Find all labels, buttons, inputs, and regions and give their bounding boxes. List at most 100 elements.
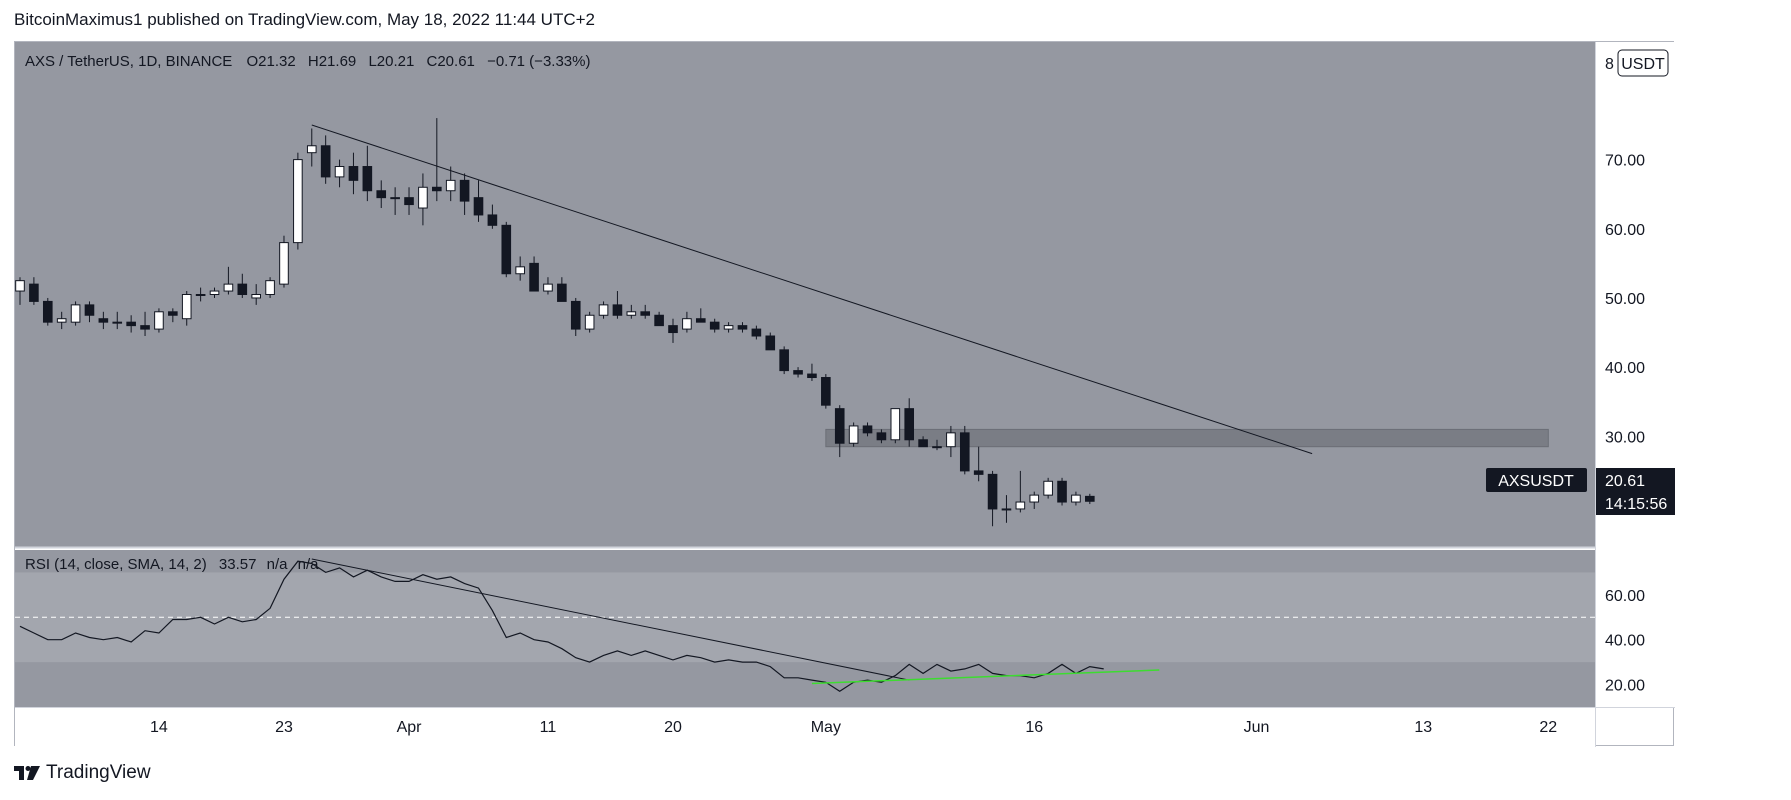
candle-body (1029, 494, 1040, 503)
price-tick-label: 30.00 (1605, 429, 1645, 446)
open-value: 21.32 (258, 53, 296, 70)
time-tick-label: 16 (1025, 719, 1043, 736)
time-tick-label: 11 (540, 719, 557, 736)
rsi-tick-label: 60.00 (1605, 588, 1645, 605)
chart-frame[interactable]: 30.00 40.00 50.00 60.00 70.00 20.00 40.00 60.0… (14, 41, 1675, 747)
rsi-axis-ticks: 20.00 40.00 60.00 (1605, 588, 1645, 695)
candle-body (668, 325, 678, 334)
candle-body (98, 318, 109, 323)
candle-body (320, 145, 331, 178)
candle-body (306, 145, 317, 154)
time-axis-bg (15, 708, 1595, 747)
candle-body (1043, 480, 1053, 496)
candle-body (737, 325, 748, 330)
candle-body (376, 190, 387, 199)
candle-body (959, 432, 970, 472)
candle-body (1071, 494, 1081, 503)
candle-body (265, 280, 275, 295)
open-label: O (246, 53, 258, 70)
candle-body (876, 432, 887, 441)
candle-body (251, 294, 262, 299)
candle-body (1085, 495, 1095, 502)
support-zone (825, 428, 1549, 448)
candle-body (487, 214, 498, 226)
candle-body (543, 283, 553, 292)
candle-body (695, 318, 706, 323)
time-tick-label: 23 (275, 719, 293, 736)
candle-body (807, 373, 817, 379)
time-tick-label: 14 (150, 719, 168, 736)
candle-body (1015, 501, 1026, 510)
candle-body (765, 335, 776, 351)
candle-body (112, 321, 123, 324)
last-price-label: AXSUSDT 20.61 14:15:56 (1486, 468, 1675, 515)
symbol-tag-text: AXSUSDT (1498, 473, 1574, 490)
candle-body (195, 294, 206, 296)
candle-body (529, 262, 539, 292)
close-label: C (427, 53, 438, 70)
candle-body (279, 242, 289, 285)
candle-body (362, 166, 373, 192)
candle-body (209, 290, 220, 295)
candle-body (640, 311, 651, 316)
price-tick-label: 50.00 (1605, 291, 1645, 308)
low-value: 20.21 (377, 53, 415, 70)
tradingview-logo-icon (14, 766, 40, 780)
candle-body (42, 300, 53, 323)
time-tick-label: 13 (1414, 719, 1432, 736)
change-value: −0.71 (−3.33%) (487, 53, 590, 70)
brand-name: TradingView (46, 762, 151, 783)
candle-body (84, 304, 95, 316)
candle-body (140, 325, 150, 330)
candle-body (432, 186, 442, 192)
candle-body (918, 439, 928, 448)
main-pane-bg (15, 42, 1675, 547)
candle-body (223, 283, 234, 292)
rsi-tick-label: 20.00 (1605, 678, 1645, 695)
candle-body (723, 325, 734, 330)
candle-body (459, 179, 470, 202)
price-tick-label: 70.00 (1605, 153, 1645, 170)
rsi-legend: RSI (14, close, SMA, 14, 2) 33.57 n/a n/… (25, 556, 319, 573)
candle-body (709, 321, 720, 330)
candle-body (973, 470, 984, 475)
candle-body (946, 432, 956, 448)
time-tick-label: May (811, 719, 841, 736)
currency-badge[interactable] (1617, 49, 1669, 77)
time-axis-ticks: 14 23 Apr 11 20 May 16 Jun 13 22 (150, 719, 1557, 736)
candle-body (598, 304, 609, 316)
high-label: H (308, 53, 319, 70)
brand: TradingView (14, 762, 151, 784)
rsi-na-1: n/a (267, 556, 289, 573)
price-tag-value: 20.61 (1605, 473, 1645, 490)
candle-body (570, 300, 581, 330)
candle-body (821, 377, 831, 406)
rsi-na-2: n/a (298, 556, 320, 573)
candle-body (348, 166, 359, 181)
candle-body (1001, 508, 1012, 511)
candle-body (390, 197, 400, 200)
candle-body (181, 294, 192, 320)
candle-body (29, 283, 39, 302)
candle-body (293, 159, 303, 244)
candle-body (168, 311, 178, 316)
candle-body (501, 224, 512, 275)
candle-body (445, 179, 456, 192)
candle-body (848, 425, 859, 444)
candle-body (862, 425, 873, 434)
price-tick-label: 40.00 (1605, 360, 1645, 377)
rsi-support-line (811, 669, 1160, 685)
ohlc-legend: AXS / TetherUS, 1D, BINANCE O21.32 H21.6… (25, 53, 590, 70)
price-tag (1596, 468, 1675, 515)
candle-body (682, 318, 692, 330)
candle-body (56, 318, 67, 323)
time-tick-label: 20 (664, 719, 682, 736)
currency-badge-label: USDT (1621, 56, 1665, 73)
candle-body (779, 349, 789, 372)
candle-body (237, 283, 248, 296)
price-axis-bg (1596, 42, 1675, 707)
rsi-tick-label: 40.00 (1605, 633, 1645, 650)
chart-svg[interactable]: 30.00 40.00 50.00 60.00 70.00 20.00 40.00 60.0… (15, 42, 1675, 747)
candle-body (515, 266, 525, 275)
time-tick-label: Apr (397, 719, 423, 736)
